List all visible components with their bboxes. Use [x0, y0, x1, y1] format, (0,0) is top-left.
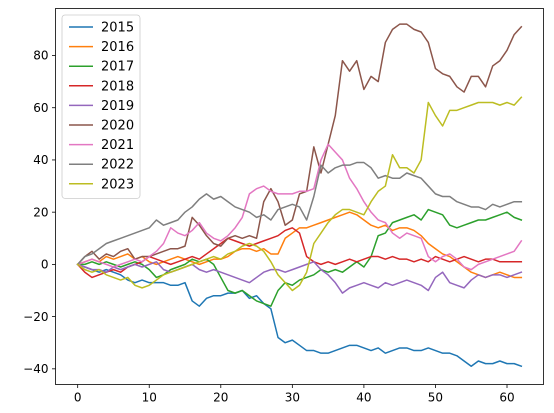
series-line-2017: [76, 208, 523, 307]
y-tick-label: 20: [33, 205, 48, 219]
legend-label-2020: 2020: [101, 119, 134, 134]
x-axis: 0 10 20 30 40 50 60: [74, 384, 515, 405]
axes-frame: [55, 8, 544, 385]
y-tick-label: 80: [33, 49, 48, 63]
y-tick-label: 60: [33, 101, 48, 115]
series-line-2018: [76, 227, 523, 279]
legend: 2015 2016 2017 2018 2019 2020 2021 2022 2023: [61, 14, 141, 199]
legend-label-2021: 2021: [101, 138, 134, 153]
series-line-2023: [76, 96, 523, 292]
x-tick-label: 20: [213, 391, 228, 405]
x-tick-label: 10: [142, 391, 157, 405]
y-tick-label: −40: [23, 362, 48, 376]
x-tick-label: 0: [74, 391, 82, 405]
x-tick-label: 30: [285, 391, 300, 405]
legend-label-2023: 2023: [101, 177, 134, 192]
series-line-2021: [76, 143, 523, 271]
plot-lines: [76, 23, 523, 368]
legend-label-2019: 2019: [101, 99, 134, 114]
legend-label-2017: 2017: [101, 60, 134, 75]
x-tick-label: 60: [499, 391, 514, 405]
y-tick-label: 40: [33, 153, 48, 167]
legend-frame: [61, 14, 141, 199]
y-tick-label: 0: [41, 258, 49, 272]
series-line-2019: [76, 261, 523, 294]
legend-label-2018: 2018: [101, 79, 134, 94]
series-line-2016: [76, 211, 523, 279]
x-tick-label: 50: [428, 391, 443, 405]
series-line-2022: [76, 161, 523, 266]
x-tick-label: 40: [356, 391, 371, 405]
legend-label-2015: 2015: [101, 21, 134, 36]
y-axis: −40 −20 0 20 40 60 80: [23, 49, 56, 376]
legend-label-2016: 2016: [101, 40, 134, 55]
legend-label-2022: 2022: [101, 158, 134, 173]
y-tick-label: −20: [23, 310, 48, 324]
